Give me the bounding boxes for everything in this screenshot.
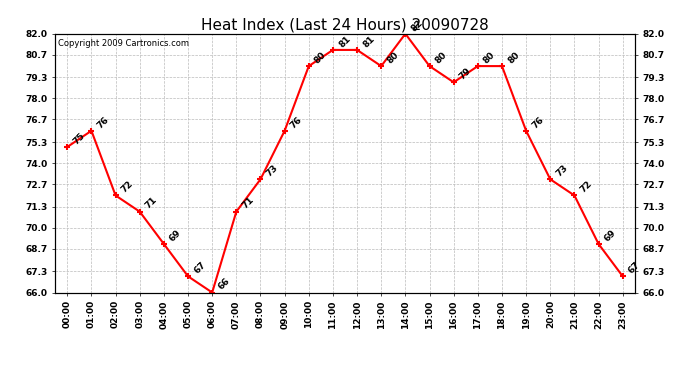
Text: 66: 66 (217, 276, 232, 292)
Text: Copyright 2009 Cartronics.com: Copyright 2009 Cartronics.com (58, 39, 189, 48)
Text: 67: 67 (627, 260, 642, 276)
Text: 81: 81 (337, 34, 353, 49)
Title: Heat Index (Last 24 Hours) 20090728: Heat Index (Last 24 Hours) 20090728 (201, 18, 489, 33)
Text: 69: 69 (603, 228, 618, 243)
Text: 80: 80 (506, 50, 521, 65)
Text: 69: 69 (168, 228, 184, 243)
Text: 75: 75 (72, 131, 87, 146)
Text: 80: 80 (482, 50, 497, 65)
Text: 80: 80 (434, 50, 448, 65)
Text: 80: 80 (313, 50, 328, 65)
Text: 72: 72 (120, 179, 135, 195)
Text: 72: 72 (579, 179, 594, 195)
Text: 76: 76 (289, 115, 304, 130)
Text: 71: 71 (241, 196, 256, 211)
Text: 71: 71 (144, 196, 159, 211)
Text: 76: 76 (531, 115, 546, 130)
Text: 76: 76 (96, 115, 111, 130)
Text: 82: 82 (410, 18, 425, 33)
Text: 73: 73 (555, 163, 570, 178)
Text: 67: 67 (193, 260, 208, 276)
Text: 73: 73 (265, 163, 280, 178)
Text: 79: 79 (458, 66, 473, 81)
Text: 81: 81 (362, 34, 377, 49)
Text: 80: 80 (386, 50, 400, 65)
